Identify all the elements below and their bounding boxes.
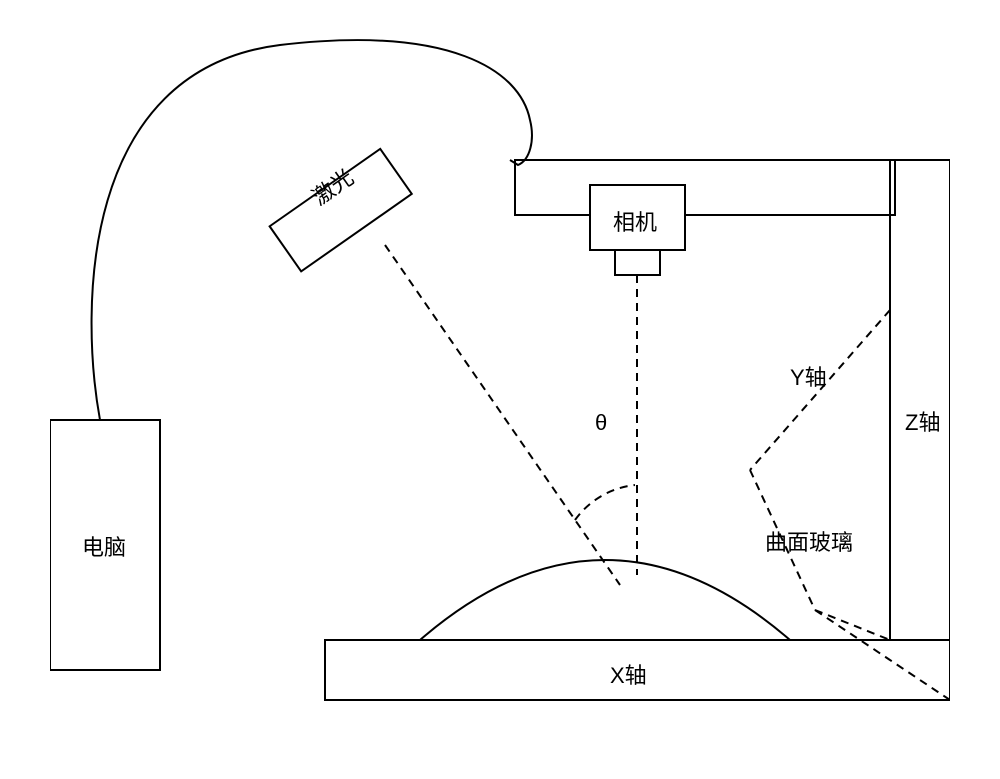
theta-label: θ (595, 410, 607, 436)
x-axis-label: X轴 (610, 658, 647, 690)
y-edge-bottom (815, 610, 950, 700)
curved-glass-dome (420, 560, 790, 640)
theta-arc (575, 485, 635, 520)
camera-lens (615, 250, 660, 275)
diagram-container: 电脑 激光 相机 θ Y轴 Z轴 曲面玻璃 X轴 (50, 30, 950, 750)
y-axis-label: Y轴 (790, 360, 827, 392)
camera-label: 相机 (613, 205, 657, 237)
curved-glass-label: 曲面玻璃 (765, 525, 853, 557)
z-axis-label: Z轴 (905, 405, 940, 437)
gantry-top-bar (515, 160, 895, 215)
z-axis-column (890, 160, 950, 640)
laser-ray (385, 245, 620, 585)
computer-label: 电脑 (82, 530, 126, 562)
